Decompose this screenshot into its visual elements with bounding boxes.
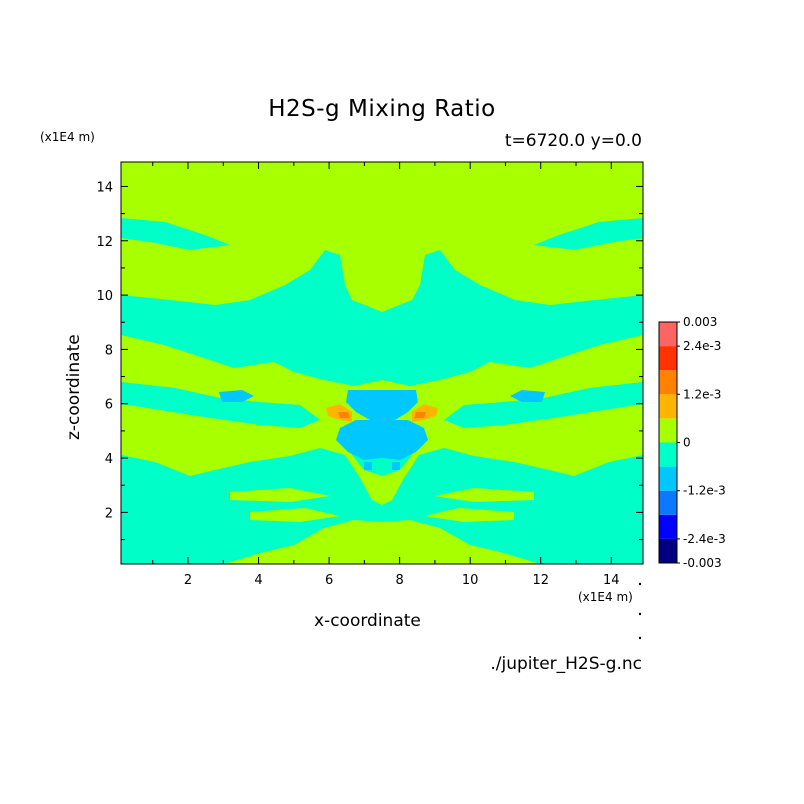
y-tick-label: 10 xyxy=(96,289,113,304)
colorbar-segment xyxy=(659,514,677,539)
colorbar-label: 0 xyxy=(683,436,691,450)
colorbar-label: -2.4e-3 xyxy=(683,532,726,546)
plot-frame xyxy=(120,161,644,565)
colorbar-label: -1.2e-3 xyxy=(683,484,726,498)
contour-moderate-negative-dot-left xyxy=(364,462,372,470)
axis-dot-marker xyxy=(638,612,642,616)
y-tick-label: 8 xyxy=(105,343,113,358)
colorbar: 0.003 2.4e-3 1.2e-3 0 -1.2e-3 -2.4e-3 -0.003 xyxy=(658,315,726,570)
x-tick-label: 14 xyxy=(603,573,620,588)
chart-subtitle: t=6720.0 y=0.0 xyxy=(504,131,642,151)
contour-moderate-negative-dot-right xyxy=(392,462,400,470)
y-tick-label: 4 xyxy=(105,452,113,467)
x-tick-label: 4 xyxy=(254,573,262,588)
contour-weak-negative-left-band xyxy=(121,382,320,428)
axis-dot-marker xyxy=(638,582,642,586)
contour-moderate-negative-right-blob xyxy=(510,390,545,402)
colorbar-label: 2.4e-3 xyxy=(683,339,721,353)
colorbar-segment xyxy=(659,490,677,515)
contour-weak-negative-upper-right xyxy=(534,218,643,250)
x-tick-label: 6 xyxy=(325,573,333,588)
contour-strong-positive-left xyxy=(338,412,350,418)
contour-zero-stripe-right xyxy=(434,488,534,502)
y-tick-label: 6 xyxy=(105,398,113,413)
colorbar-segment xyxy=(659,370,677,395)
x-tick-label: 2 xyxy=(184,573,192,588)
contour-zero-stripe-right-2 xyxy=(424,508,514,522)
y-tick-label: 14 xyxy=(96,180,113,195)
colorbar-label: -0.003 xyxy=(683,556,722,570)
source-file-label: ./jupiter_H2S-g.nc xyxy=(490,654,642,674)
colorbar-label: 1.2e-3 xyxy=(683,387,721,401)
axes: 2 4 6 8 10 12 14 2 4 6 8 10 12 14 xyxy=(96,162,643,588)
x-tick-label: 10 xyxy=(462,573,479,588)
x-axis-unit: (x1E4 m) xyxy=(578,590,633,604)
colorbar-segment xyxy=(659,346,677,371)
colorbar-segment xyxy=(659,466,677,491)
contour-strong-positive-right xyxy=(414,412,426,418)
x-axis-label: x-coordinate xyxy=(314,611,421,631)
axis-dot-marker xyxy=(638,636,642,640)
axis-markers xyxy=(638,582,642,640)
y-tick-label: 2 xyxy=(105,506,113,521)
colorbar-segment xyxy=(659,394,677,419)
colorbar-segment xyxy=(659,322,677,347)
y-tick-label: 12 xyxy=(96,235,113,250)
contour-weak-negative-upper-left xyxy=(121,218,230,250)
contour-weak-negative-lower xyxy=(121,448,643,564)
contour-weak-negative-main xyxy=(121,250,643,386)
contour-zero-stripe-left-2 xyxy=(250,508,340,522)
colorbar-label: 0.003 xyxy=(683,315,717,329)
contour-zero-stripe-left xyxy=(230,488,330,502)
x-tick-label: 12 xyxy=(532,573,549,588)
colorbar-segment xyxy=(659,442,677,467)
contour-zero-bottom-fan xyxy=(300,522,464,564)
contour-moderate-negative-left-blob xyxy=(219,390,254,402)
colorbar-segment xyxy=(659,538,677,563)
contour-field xyxy=(121,162,643,564)
y-axis-unit: (x1E4 m) xyxy=(40,130,95,144)
contour-moderate-negative-core xyxy=(336,390,428,460)
x-tick-label: 8 xyxy=(395,573,403,588)
colorbar-segment xyxy=(659,418,677,443)
chart-title: H2S-g Mixing Ratio xyxy=(268,96,496,122)
contour-weak-negative-right-band xyxy=(444,382,643,428)
